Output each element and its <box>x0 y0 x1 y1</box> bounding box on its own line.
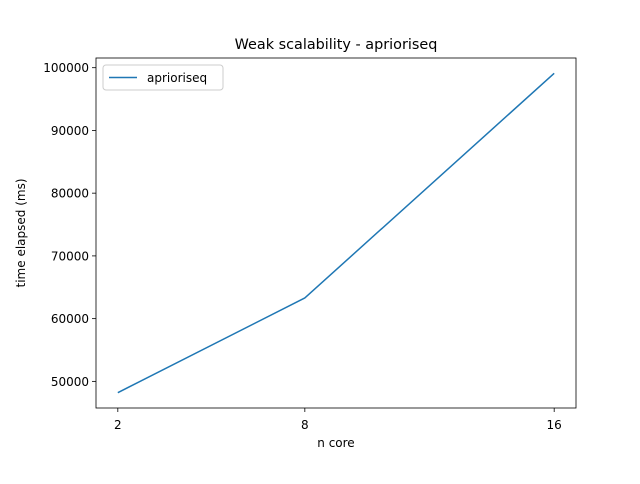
series-line <box>117 72 555 394</box>
x-axis-label: n core <box>317 436 354 450</box>
y-tick-label: 100000 <box>43 61 89 75</box>
y-axis-label: time elapsed (ms) <box>14 179 28 288</box>
x-tick-label: 2 <box>114 418 122 432</box>
y-tick-label: 80000 <box>51 187 89 201</box>
y-tick-label: 90000 <box>51 124 89 138</box>
plot-area: 2 8 16 50000 60000 70000 80000 90000 100000 aprio… <box>43 57 577 432</box>
y-tick-label: 50000 <box>51 375 89 389</box>
legend-box <box>102 64 224 91</box>
chart-title: Weak scalability - aprioriseq <box>235 37 438 53</box>
x-tick-label: 8 <box>301 418 309 432</box>
x-tick-label: 16 <box>547 418 562 432</box>
plot-frame <box>95 57 577 409</box>
y-tick-label: 70000 <box>51 249 89 263</box>
legend-label: aprioriseq <box>147 71 207 85</box>
y-tick-label: 60000 <box>51 312 89 326</box>
